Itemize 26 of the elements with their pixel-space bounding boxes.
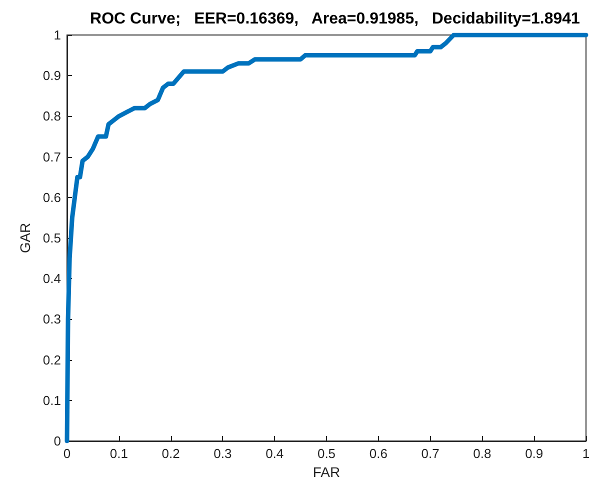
x-tick-label: 0.8 <box>473 446 492 461</box>
x-tick-label: 0.4 <box>266 446 284 461</box>
x-tick-label: 0.7 <box>421 446 440 461</box>
y-tick-label: 0.2 <box>42 352 61 368</box>
x-tick-label: 0.6 <box>369 446 388 461</box>
x-tick-label: 1 <box>582 446 590 461</box>
x-tick-label: 0.3 <box>214 446 232 461</box>
x-axis-title: FAR <box>312 464 340 480</box>
y-tick-label: 0.3 <box>42 312 61 327</box>
y-tick-label: 0.5 <box>42 230 61 246</box>
x-tick-label: 0.2 <box>162 446 180 461</box>
chart-title: ROC Curve; EER=0.16369, Area=0.91985, Decidability=1.8941 <box>90 10 580 28</box>
x-tick-label: 0.5 <box>317 446 336 461</box>
x-tick-label: 0.1 <box>110 446 128 461</box>
y-tick-label: 0.6 <box>42 190 61 205</box>
x-tick-label: 0.9 <box>525 446 544 461</box>
y-tick-label: 0 <box>54 434 61 448</box>
x-tick-label: 0 <box>63 446 71 461</box>
y-axis-title: GAR <box>17 222 34 254</box>
y-tick-label: 0.1 <box>42 392 61 408</box>
y-tick-label: 1 <box>54 28 61 42</box>
y-tick-label: 0.8 <box>42 108 61 124</box>
y-tick-label: 0.9 <box>42 68 61 84</box>
y-tick-label: 0.7 <box>42 149 61 164</box>
y-tick-label: 0.4 <box>42 271 61 286</box>
line-series <box>64 32 588 444</box>
